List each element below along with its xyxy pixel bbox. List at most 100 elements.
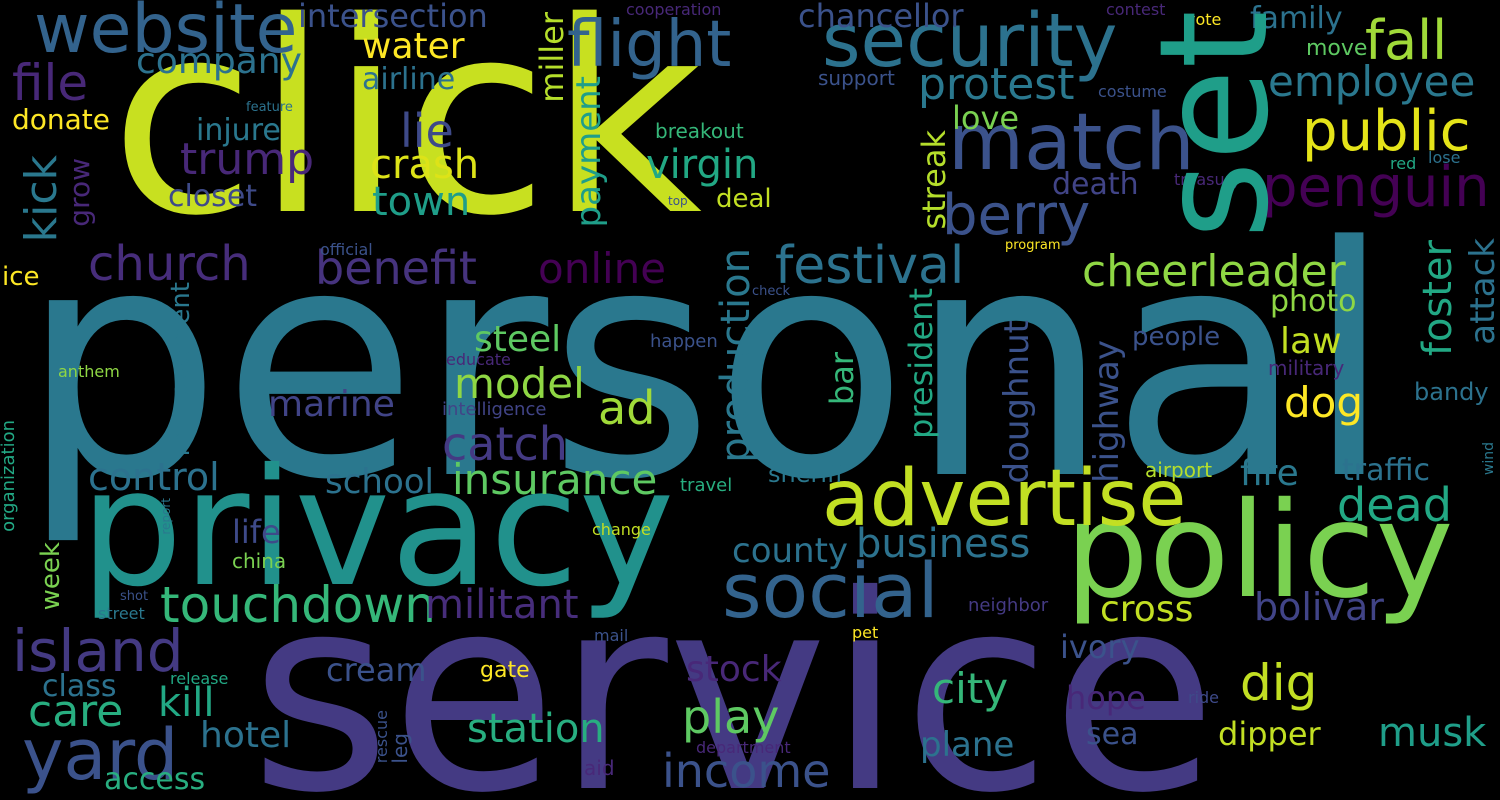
word-death: death [1052, 167, 1139, 202]
word-sea: sea [1086, 717, 1139, 752]
word-play: play [682, 690, 780, 744]
word-miller: miller [533, 12, 571, 103]
word-employee: employee [1268, 57, 1476, 106]
word-cream: cream [326, 651, 427, 689]
word-personal: personal [20, 179, 1394, 549]
word-dog: dog [1284, 378, 1364, 427]
word-shot: shot [120, 589, 149, 604]
word-check: check [752, 284, 791, 299]
word-ad: ad [598, 381, 656, 435]
word-cheerleader: cheerleader [1082, 246, 1346, 297]
word-mail: mail [594, 626, 629, 645]
word-ivory: ivory [1060, 628, 1140, 666]
word-company: company [136, 41, 302, 82]
word-military: military [1268, 356, 1345, 380]
word-traffic: traffic [1342, 453, 1430, 488]
word-donate: donate [12, 103, 111, 136]
word-report: report [159, 498, 173, 535]
word-airline: airline [362, 62, 456, 97]
word-advertise: advertise [822, 454, 1187, 544]
word-leg: leg [388, 733, 412, 764]
word-penguin: penguin [1262, 155, 1490, 220]
word-flight: flight [567, 8, 732, 82]
word-travel: travel [680, 475, 733, 496]
word-support: support [818, 66, 895, 90]
word-anthem: anthem [58, 362, 120, 381]
word-bandy: bandy [1414, 378, 1489, 406]
word-online: online [538, 244, 667, 293]
word-deal: deal [716, 184, 772, 214]
word-website: website [34, 0, 298, 69]
word-foster: foster [1415, 240, 1461, 357]
word-model: model [454, 359, 585, 408]
word-income: income [662, 744, 831, 798]
word-ride: ride [1188, 688, 1220, 707]
word-social: social [722, 546, 939, 635]
word-injure: injure [196, 113, 281, 148]
word-kill: kill [158, 680, 215, 726]
word-crash: crash [370, 142, 480, 188]
word-doughnut: doughnut [997, 320, 1037, 484]
word-official: official [320, 240, 373, 259]
word-family: family [1250, 1, 1343, 36]
word-contest: contest [1106, 0, 1166, 19]
word-hope: hope [1066, 679, 1146, 717]
word-change: change [592, 520, 651, 539]
word-virgin: virgin [646, 142, 759, 188]
word-cross: cross [1100, 589, 1194, 630]
word-catch: catch [442, 417, 568, 471]
word-photo: photo [1270, 284, 1357, 319]
word-musk: musk [1378, 710, 1487, 756]
word-steel: steel [474, 319, 562, 360]
word-trump: trump [180, 134, 315, 185]
word-law: law [1280, 321, 1342, 362]
word-county: county [732, 531, 849, 571]
word-security: security [822, 0, 1118, 84]
word-school: school [325, 462, 435, 502]
word-sheriff: sheriff [768, 460, 844, 488]
word-educate: educate [446, 350, 511, 369]
word-touchdown: touchdown [160, 576, 436, 634]
word-station: station [467, 706, 605, 752]
word-program: program [1005, 238, 1061, 253]
word-happen: happen [650, 331, 718, 352]
word-privacy: privacy [80, 435, 675, 623]
word-chancellor: chancellor [798, 0, 964, 35]
word-marine: marine [268, 384, 395, 425]
word-insurance: insurance [452, 455, 658, 504]
word-access: access [104, 762, 206, 797]
word-red: red [1390, 154, 1417, 173]
word-dipper: dipper [1218, 715, 1321, 753]
word-fall: fall [1365, 9, 1448, 72]
word-attack: attack [1463, 238, 1500, 345]
word-vote: vote [1186, 10, 1222, 29]
word-organization: organization [0, 420, 19, 532]
word-closet: closet [168, 179, 258, 214]
word-city: city [932, 664, 1009, 713]
word-move: move [1306, 36, 1368, 61]
word-stock: stock [686, 649, 782, 690]
word-yard: yard [22, 714, 179, 796]
word-china: china [232, 549, 287, 573]
word-streak: streak [915, 130, 953, 230]
word-airport: airport [1145, 458, 1213, 482]
word-militant: militant [425, 582, 579, 628]
word-berry: berry [942, 183, 1091, 248]
word-policy: policy [1065, 474, 1454, 628]
word-ice: ice [2, 262, 40, 292]
word-click: click [110, 0, 703, 274]
word-island: island [12, 617, 184, 685]
word-release: release [170, 669, 229, 688]
word-church: church [88, 236, 251, 292]
word-production: production [713, 248, 759, 463]
word-set: set [1128, 10, 1302, 240]
word-intelligence: intelligence [442, 399, 547, 420]
word-grow: grow [63, 158, 96, 227]
word-fire: fire [1240, 453, 1299, 494]
word-love: love [952, 99, 1020, 137]
word-plane: plane [920, 725, 1015, 765]
word-president: president [902, 288, 940, 439]
word-week: week [36, 542, 66, 611]
word-town: town [372, 179, 471, 225]
